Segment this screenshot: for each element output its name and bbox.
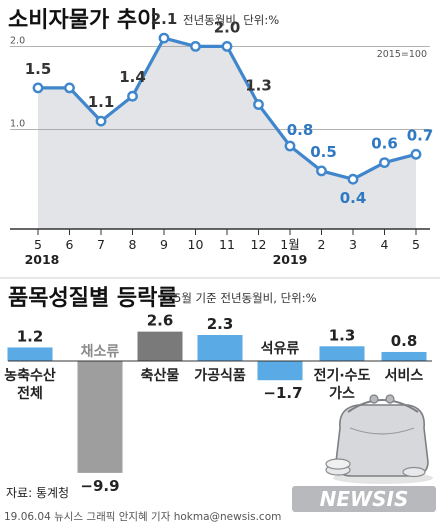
line-point-label: 1.1 xyxy=(88,93,115,111)
line-point-label: 1.4 xyxy=(119,68,146,86)
gridline-label-2: 2.0 xyxy=(10,35,25,46)
bar-value-label: 2.3 xyxy=(207,315,234,333)
x-tick-label: 10 xyxy=(188,237,204,252)
bar-value-label: 0.8 xyxy=(391,332,418,350)
line-chart-title: 소비자물가 추이 xyxy=(8,8,157,33)
bar xyxy=(319,346,365,361)
bar-category-label: 전체 xyxy=(17,385,43,402)
bar-value-label: 1.2 xyxy=(17,327,44,345)
bar-category-label: 채소류 xyxy=(81,344,120,360)
line-point xyxy=(284,140,296,152)
x-tick-label: 7 xyxy=(97,237,105,252)
line-point xyxy=(410,148,422,160)
x-tick-label: 3 xyxy=(349,237,357,252)
x-tick-label: 1월 xyxy=(280,237,299,252)
line-point xyxy=(253,99,264,110)
bar-category-label: 전기·수도 xyxy=(314,367,371,384)
source-note: 자료: 통계청 xyxy=(6,486,69,500)
bar-category-label: 농축수산 xyxy=(4,367,56,384)
bar-value-labels: 1.2 −9.9 2.6 2.3 −1.7 1.3 0.8 xyxy=(17,312,418,495)
line-point-label: 1.5 xyxy=(25,60,52,78)
bar-chart-title: 품목성질별 등락률 xyxy=(8,286,178,311)
line-area-fill xyxy=(38,38,416,229)
x-tick-label: 12 xyxy=(251,237,267,252)
line-point-label: 0.5 xyxy=(310,143,337,161)
year-label-2019: 2019 xyxy=(273,252,308,267)
line-point xyxy=(64,82,75,94)
x-axis: 5 6 7 8 9 10 11 12 1월 2 3 4 5 xyxy=(34,229,420,252)
credit-line: 19.06.04 뉴시스 그래픽 안지혜 기자 hokma@newsis.com xyxy=(4,511,281,523)
line-point xyxy=(190,41,201,52)
x-tick-label: 5 xyxy=(412,237,420,252)
line-point xyxy=(127,90,138,102)
line-point-label: 0.4 xyxy=(340,189,367,207)
line-point xyxy=(95,115,107,127)
bars xyxy=(7,331,427,473)
line-points xyxy=(32,32,422,185)
line-point-labels: 1.5 1.11.4 2.1 2.0 1.3 0.8 0.5 0.4 0.6 0.7 xyxy=(25,10,434,207)
bar-value-label: 2.6 xyxy=(147,312,174,330)
x-tick-label: 4 xyxy=(381,237,389,252)
line-point xyxy=(158,32,170,44)
bar-category-label: 석유류 xyxy=(261,341,300,357)
bar-category-label: 가공식품 xyxy=(194,368,246,384)
line-point xyxy=(379,157,390,169)
x-tick-label: 11 xyxy=(219,237,235,252)
line-point-label: 0.7 xyxy=(407,126,434,144)
coin-purse-icon xyxy=(325,394,433,484)
base-year-note: 2015=100 xyxy=(377,49,427,60)
bar-category-label: 서비스 xyxy=(385,368,424,384)
bar-category-label: 가스 xyxy=(329,386,355,402)
line-point xyxy=(316,165,327,177)
bar xyxy=(137,331,183,361)
line-point-label: 0.8 xyxy=(287,121,314,139)
x-tick-label: 9 xyxy=(160,237,168,252)
bar-value-label: −1.7 xyxy=(263,384,302,402)
year-label-2018: 2018 xyxy=(25,252,60,267)
line-point xyxy=(347,173,359,185)
line-point-label: 1.3 xyxy=(245,77,272,95)
bar xyxy=(7,347,53,361)
bar-value-label: 1.3 xyxy=(329,326,356,344)
bar-value-label: −9.9 xyxy=(80,477,119,495)
x-tick-label: 6 xyxy=(66,237,74,252)
line-chart-subtitle: 전년동월비, 단위:% xyxy=(183,13,279,27)
line-point-label: 2.1 xyxy=(151,10,178,28)
bar-category-label: 축산물 xyxy=(141,367,180,384)
bar-chart-subtitle: 5월 기준 전년동월비, 단위:% xyxy=(174,291,317,305)
logo-text: NEWSIS xyxy=(320,487,409,511)
bar xyxy=(257,361,303,381)
line-point xyxy=(221,41,233,52)
line-point-label: 2.0 xyxy=(214,18,241,36)
bar xyxy=(77,361,123,473)
line-point xyxy=(32,82,44,94)
newsis-logo: NEWSIS xyxy=(292,486,436,512)
gridline-label-1: 1.0 xyxy=(10,118,25,129)
line-point-label: 0.6 xyxy=(371,135,398,153)
bar xyxy=(197,335,243,361)
x-tick-label: 8 xyxy=(129,237,137,252)
x-tick-label: 5 xyxy=(34,237,42,252)
x-tick-label: 2 xyxy=(318,237,326,252)
bar xyxy=(381,351,427,361)
